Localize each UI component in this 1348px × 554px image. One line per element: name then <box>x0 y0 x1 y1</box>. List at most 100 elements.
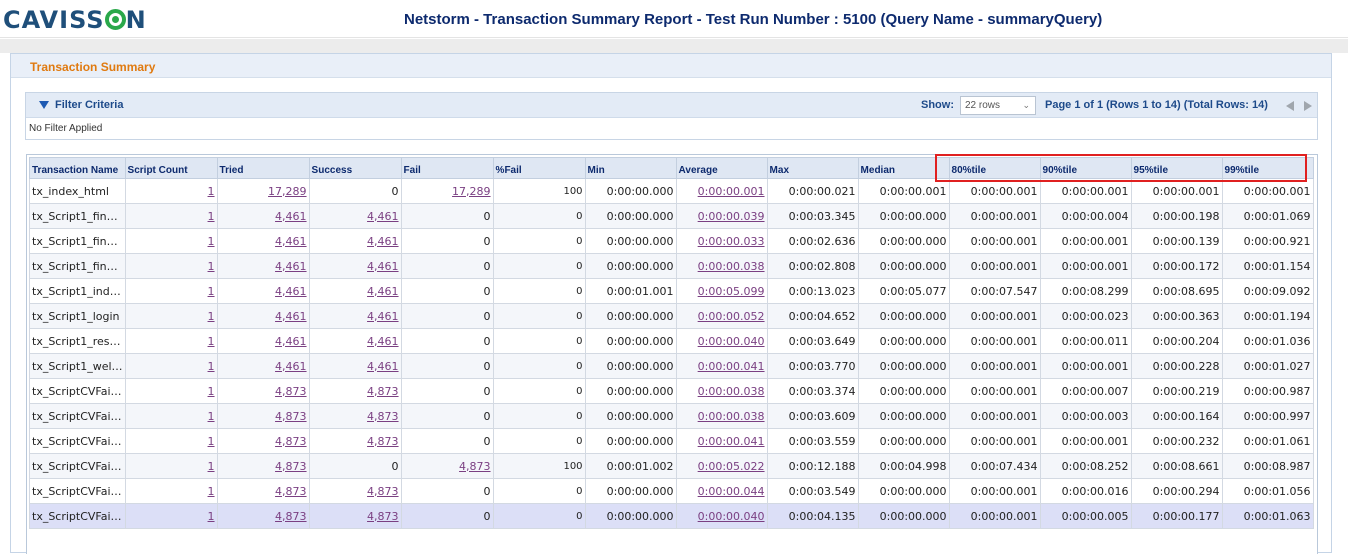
table-row[interactable]: tx_ScriptCVFai… 1 4,873 4,873 0 0 0:00:00.000 0… <box>29 378 1314 404</box>
cell-average[interactable]: 0:00:00.044 <box>675 478 768 504</box>
cell-success[interactable]: 4,461 <box>308 203 402 229</box>
column-header-average[interactable]: Average <box>675 157 768 179</box>
collapse-triangle-icon[interactable] <box>39 101 49 109</box>
cell-script-count[interactable]: 1 <box>124 253 218 279</box>
column-header-99-tile[interactable]: 99%tile <box>1221 157 1314 179</box>
cell-average[interactable]: 0:00:00.038 <box>675 378 768 404</box>
previous-page-icon[interactable] <box>1286 101 1294 111</box>
cell-average[interactable]: 0:00:00.039 <box>675 203 768 229</box>
table-row[interactable]: tx_ScriptCVFai… 1 4,873 4,873 0 0 0:00:00.000 0… <box>29 478 1314 504</box>
cell-script-count[interactable]: 1 <box>124 203 218 229</box>
cell-average[interactable]: 0:00:00.040 <box>675 503 768 529</box>
cell-average[interactable]: 0:00:00.033 <box>675 228 768 254</box>
cell-success[interactable]: 4,461 <box>308 278 402 304</box>
table-row[interactable]: tx_Script1_fin… 1 4,461 4,461 0 0 0:00:00.000 0… <box>29 203 1314 229</box>
cell-transaction-name: tx_Script1_wel… <box>29 353 126 379</box>
cell-tried[interactable]: 4,461 <box>216 328 310 354</box>
cell-average[interactable]: 0:00:05.099 <box>675 278 768 304</box>
cell-script-count[interactable]: 1 <box>124 303 218 329</box>
cell-success[interactable]: 4,873 <box>308 378 402 404</box>
column-header-max[interactable]: Max <box>766 157 859 179</box>
cell-tried[interactable]: 4,461 <box>216 353 310 379</box>
next-page-icon[interactable] <box>1304 101 1312 111</box>
column-header-fail[interactable]: Fail <box>400 157 494 179</box>
table-row[interactable]: tx_ScriptCVFai… 1 4,873 0 4,873 100 0:00:01.00… <box>29 453 1314 479</box>
cell-median: 0:00:00.000 <box>857 378 950 404</box>
cell-tried[interactable]: 17,289 <box>216 178 310 204</box>
cell-tried[interactable]: 4,461 <box>216 303 310 329</box>
cell-fail[interactable]: 4,873 <box>400 453 494 479</box>
column-header--fail[interactable]: %Fail <box>492 157 586 179</box>
column-header-transaction-name[interactable]: Transaction Name <box>29 157 126 179</box>
column-header-min[interactable]: Min <box>584 157 677 179</box>
cell-success[interactable]: 4,461 <box>308 303 402 329</box>
cell-tried[interactable]: 4,461 <box>216 228 310 254</box>
column-header-script-count[interactable]: Script Count <box>124 157 218 179</box>
rows-per-page-select[interactable]: 22 rows ⌄ <box>960 96 1036 115</box>
cell-script-count[interactable]: 1 <box>124 453 218 479</box>
table-row[interactable]: tx_ScriptCVFai… 1 4,873 4,873 0 0 0:00:00.000 0… <box>29 503 1314 529</box>
cell-script-count[interactable]: 1 <box>124 228 218 254</box>
cell-success[interactable]: 4,873 <box>308 503 402 529</box>
cell-average[interactable]: 0:00:00.052 <box>675 303 768 329</box>
cell-tried[interactable]: 4,461 <box>216 203 310 229</box>
cell-fail: 0 <box>400 203 494 229</box>
cell-average[interactable]: 0:00:00.038 <box>675 253 768 279</box>
cell-success[interactable]: 4,873 <box>308 403 402 429</box>
table-row[interactable]: tx_Script1_wel… 1 4,461 4,461 0 0 0:00:00.000 0… <box>29 353 1314 379</box>
column-header-tried[interactable]: Tried <box>216 157 310 179</box>
cell-success[interactable]: 4,461 <box>308 328 402 354</box>
cell-script-count[interactable]: 1 <box>124 178 218 204</box>
cell--fail: 0 <box>492 303 586 329</box>
cell-script-count[interactable]: 1 <box>124 403 218 429</box>
cell-success[interactable]: 4,461 <box>308 253 402 279</box>
table-row[interactable]: tx_Script1_login 1 4,461 4,461 0 0 0:00:00.000… <box>29 303 1314 329</box>
cell-script-count[interactable]: 1 <box>124 428 218 454</box>
table-row[interactable]: tx_Script1_res… 1 4,461 4,461 0 0 0:00:00.000 0… <box>29 328 1314 354</box>
table-row[interactable]: tx_ScriptCVFai… 1 4,873 4,873 0 0 0:00:00.000 0… <box>29 403 1314 429</box>
cell-average[interactable]: 0:00:00.038 <box>675 403 768 429</box>
cell-tried[interactable]: 4,873 <box>216 428 310 454</box>
cell-80-tile: 0:00:07.547 <box>948 278 1041 304</box>
cell-average[interactable]: 0:00:05.022 <box>675 453 768 479</box>
cell-median: 0:00:05.077 <box>857 278 950 304</box>
cell-tried[interactable]: 4,873 <box>216 453 310 479</box>
table-row[interactable]: tx_Script1_ind… 1 4,461 4,461 0 0 0:00:01.001 0… <box>29 278 1314 304</box>
column-header-80-tile[interactable]: 80%tile <box>948 157 1041 179</box>
cell-tried[interactable]: 4,461 <box>216 253 310 279</box>
cell-tried[interactable]: 4,873 <box>216 378 310 404</box>
cell-80-tile: 0:00:00.001 <box>948 303 1041 329</box>
table-row[interactable]: tx_Script1_fin… 1 4,461 4,461 0 0 0:00:00.000 0… <box>29 228 1314 254</box>
column-header-success[interactable]: Success <box>308 157 402 179</box>
table-row[interactable]: tx_ScriptCVFai… 1 4,873 4,873 0 0 0:00:00.000 0… <box>29 428 1314 454</box>
cell-script-count[interactable]: 1 <box>124 328 218 354</box>
cell-fail[interactable]: 17,289 <box>400 178 494 204</box>
cell-script-count[interactable]: 1 <box>124 353 218 379</box>
cell-success[interactable]: 4,461 <box>308 353 402 379</box>
column-header-median[interactable]: Median <box>857 157 950 179</box>
cell-average[interactable]: 0:00:00.001 <box>675 178 768 204</box>
cell-tried[interactable]: 4,873 <box>216 478 310 504</box>
cell-transaction-name: tx_ScriptCVFai… <box>29 428 126 454</box>
cell-transaction-name: tx_Script1_fin… <box>29 203 126 229</box>
cell-tried[interactable]: 4,873 <box>216 403 310 429</box>
cell-success[interactable]: 4,461 <box>308 228 402 254</box>
cell-script-count[interactable]: 1 <box>124 378 218 404</box>
cell-tried[interactable]: 4,873 <box>216 503 310 529</box>
cell-success[interactable]: 4,873 <box>308 478 402 504</box>
cell-tried[interactable]: 4,461 <box>216 278 310 304</box>
cell-script-count[interactable]: 1 <box>124 278 218 304</box>
cell-script-count[interactable]: 1 <box>124 503 218 529</box>
table-row[interactable]: tx_Script1_fin… 1 4,461 4,461 0 0 0:00:00.000 0… <box>29 253 1314 279</box>
cell-average[interactable]: 0:00:00.041 <box>675 428 768 454</box>
cell-success[interactable]: 4,873 <box>308 428 402 454</box>
column-header-90-tile[interactable]: 90%tile <box>1039 157 1132 179</box>
cell-fail: 0 <box>400 378 494 404</box>
cell-script-count[interactable]: 1 <box>124 478 218 504</box>
cell-average[interactable]: 0:00:00.041 <box>675 353 768 379</box>
cell-average[interactable]: 0:00:00.040 <box>675 328 768 354</box>
filter-criteria-label[interactable]: Filter Criteria <box>55 99 124 111</box>
filter-header[interactable]: Filter Criteria Show: 22 rows ⌄ Page 1 o… <box>26 93 1317 118</box>
table-row[interactable]: tx_index_html 1 17,289 0 17,289 100 0:00:00.00… <box>29 178 1314 204</box>
column-header-95-tile[interactable]: 95%tile <box>1130 157 1223 179</box>
